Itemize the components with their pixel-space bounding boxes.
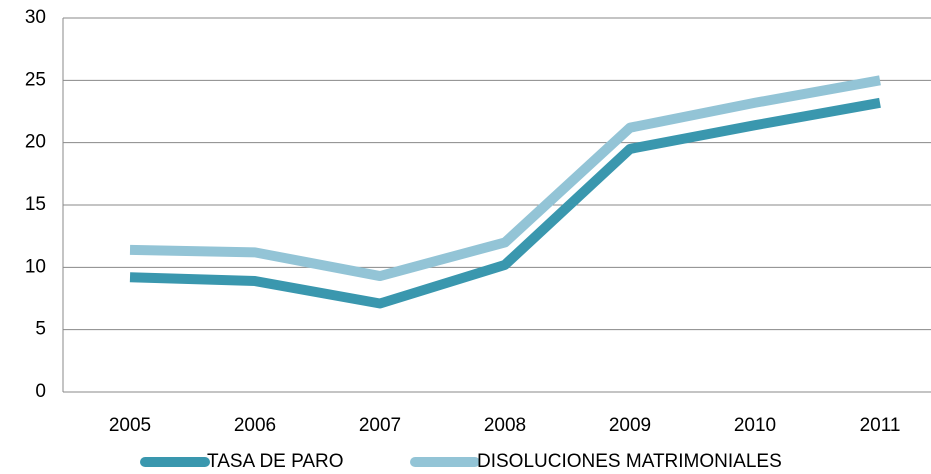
legend-label: TASA DE PARO <box>207 451 344 472</box>
y-tick-label: 10 <box>25 256 46 277</box>
x-tick-label: 2007 <box>359 415 401 436</box>
x-tick-label: 2005 <box>109 415 151 436</box>
y-tick-label: 30 <box>25 7 46 28</box>
x-tick-label: 2011 <box>860 415 901 436</box>
x-tick-label: 2008 <box>484 415 526 436</box>
x-tick-label: 2010 <box>734 415 776 436</box>
x-tick-label: 2006 <box>234 415 276 436</box>
line-series <box>129 97 881 309</box>
line-series <box>129 75 881 282</box>
y-tick-label: 15 <box>25 194 46 215</box>
y-tick-label: 0 <box>35 381 46 402</box>
x-tick-label: 2009 <box>609 415 651 436</box>
y-tick-label: 5 <box>35 319 46 340</box>
y-tick-label: 20 <box>25 132 46 153</box>
y-tick-label: 25 <box>25 69 46 90</box>
legend-label: DISOLUCIONES MATRIMONIALES <box>477 451 782 472</box>
